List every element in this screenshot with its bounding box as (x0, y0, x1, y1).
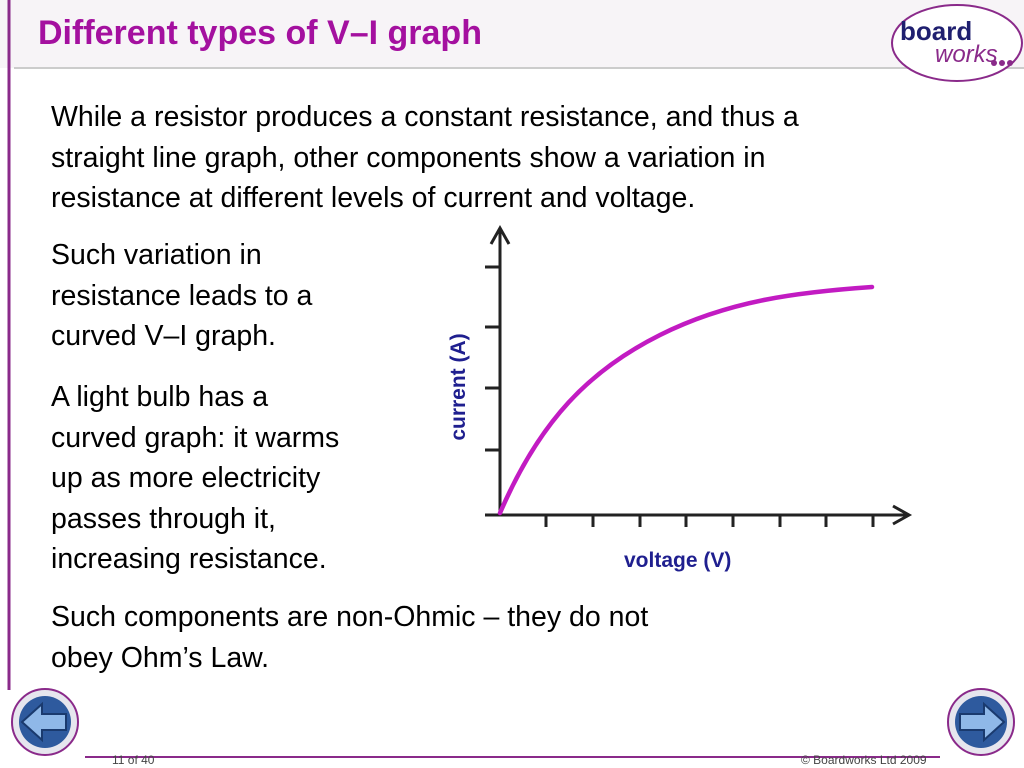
variation: Such variation in resistance leads to a … (51, 235, 312, 357)
page-number: 11 of 40 (112, 753, 155, 767)
logo-dot (999, 60, 1005, 66)
conclusion: Such components are non-Ohmic – they do … (51, 597, 648, 678)
text-line: Such variation in (51, 239, 262, 271)
nav-forward-arrow[interactable] (959, 701, 1006, 743)
logo-bottom: works (935, 41, 998, 68)
intro: While a resistor produces a constant res… (51, 97, 799, 219)
text-line: straight line graph, other components sh… (51, 141, 766, 174)
curve (497, 284, 875, 516)
text-line: A light bulb has a (51, 381, 269, 413)
y-arrow (489, 224, 511, 245)
nav-back[interactable] (11, 688, 79, 756)
logo-dot (991, 60, 997, 66)
nav-forward[interactable] (947, 688, 1015, 756)
graph-axes (485, 224, 913, 527)
text-line: increasing resistance. (51, 543, 327, 575)
logo-top: board (900, 16, 972, 46)
nav-back-arrow[interactable] (20, 701, 67, 743)
text-line: Such components are non-Ohmic – they do … (51, 601, 649, 633)
bulb: A light bulb has a curved graph: it warm… (51, 377, 339, 580)
logo-dot (1007, 60, 1013, 66)
text-line: curved graph: it warms (51, 421, 340, 454)
y-axis-label: current (A) (447, 333, 470, 440)
logo-ring (891, 4, 1023, 82)
text-line: resistance leads to a (51, 279, 313, 312)
text-line: passes through it, (51, 502, 276, 535)
title: Different types of V–I graph (38, 14, 482, 52)
title-band (0, 0, 1024, 68)
text-line: While a resistor produces a constant res… (51, 101, 799, 133)
copyright: © Boardworks Ltd 2009 (801, 753, 927, 767)
text-line: obey Ohm’s Law. (51, 641, 270, 674)
text-line: curved V–I graph. (51, 320, 276, 352)
text-line: up as more electricity (51, 462, 321, 494)
x-axis-label: voltage (V) (624, 549, 732, 572)
text-line: resistance at different levels of curren… (51, 182, 696, 214)
x-arrow (892, 504, 913, 526)
